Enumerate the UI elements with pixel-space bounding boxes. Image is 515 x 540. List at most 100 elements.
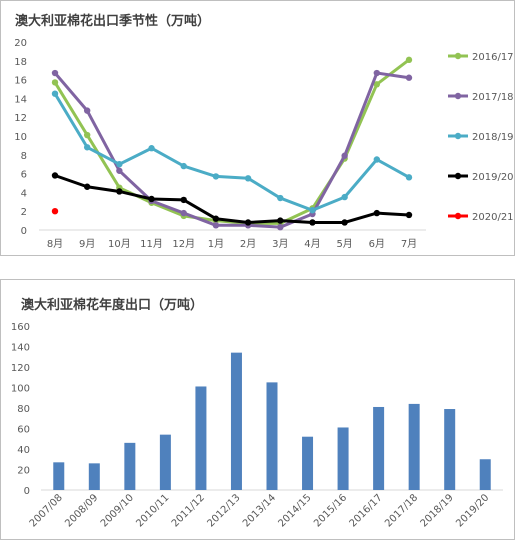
x-tick-label: 2月 [240,238,256,250]
series-point-2019-20 [83,183,91,190]
series-point-2017-18 [51,69,59,77]
x-tick-label: 2010/11 [134,492,171,529]
bar-2012-13 [230,352,242,490]
y-tick-label: 100 [11,384,30,395]
bar-2015-16 [337,427,349,490]
series-point-2016-17 [83,131,91,139]
bar-2007-08 [53,462,65,490]
series-point-2017-18 [373,69,381,77]
series-point-2019-20 [180,196,187,204]
y-tick-label: 60 [17,425,30,436]
series-point-2018-19 [309,207,316,214]
series-point-2018-19 [212,173,220,180]
y-tick-label: 120 [11,363,30,374]
x-tick-label: 2007/08 [28,492,65,529]
series-point-2018-19 [341,193,348,201]
series-point-2019-20 [373,209,381,217]
bar-2014-15 [302,436,314,490]
x-tick-label: 5月 [336,238,352,250]
y-tick-label: 16 [14,76,27,87]
series-point-2017-18 [180,209,187,217]
series-point-2019-20 [341,219,348,226]
x-tick-label: 10月 [108,238,131,250]
series-line-2018-19 [53,92,410,212]
y-tick-label: 8 [21,151,27,162]
x-tick-label: 2012/13 [205,492,242,529]
series-point-2018-19 [51,90,59,97]
series-point-2018-19 [373,156,381,163]
x-tick-label: 6月 [369,238,385,250]
x-tick-label: 9月 [79,238,95,250]
y-tick-label: 140 [11,343,30,354]
legend-marker-2020-21 [454,212,462,220]
seasonality-chart-panel: 澳大利亚棉花出口季节性（万吨） 0 2 4 6 8 10 12 14 16 18 20 8月 9月 10月… [0,0,515,256]
x-tick-label: 1月 [208,238,224,250]
x-tick-label: 4月 [304,238,320,250]
series-point-2019-20 [405,211,413,219]
y-tick-label: 0 [21,226,27,237]
series-point-2019-20 [277,217,284,224]
series-point-2019-20 [51,172,59,179]
bar-2016-17 [373,406,385,490]
bar-2008-09 [88,463,100,490]
legend-label-2020-21: 2020/21 [472,212,514,223]
y-tick-label: 40 [17,445,30,456]
bar-2017-18 [408,403,420,490]
series-point-2018-19 [148,145,155,152]
series-point-2020-21 [51,208,59,215]
bar-2011-12 [195,386,207,490]
x-tick-label: 2013/14 [241,492,278,529]
x-tick-label: 11月 [140,238,163,250]
series-point-2016-17 [373,81,381,88]
y-tick-label: 12 [14,113,27,124]
series-point-2018-19 [277,194,284,202]
series-point-2019-20 [212,215,220,222]
x-tick-label: 2008/09 [63,492,100,529]
legend-label-2017-18: 2017/18 [472,92,514,103]
x-tick-label: 2014/15 [277,492,314,529]
series-point-2017-18 [212,222,220,229]
series-point-2018-19 [116,161,123,168]
legend-label-2019-20: 2019/20 [472,172,514,183]
y-tick-label: 2 [21,207,27,218]
y-tick-label: 160 [11,322,30,333]
series-line-2016-17 [53,58,410,225]
y-tick-label: 0 [24,486,30,497]
series-line-2017-18 [53,71,410,229]
x-tick-label: 8月 [47,238,63,250]
seasonality-chart-title: 澳大利亚棉花出口季节性（万吨） [15,14,211,29]
legend-marker-2017-18 [454,92,462,100]
x-tick-label: 2018/19 [419,492,456,529]
series-line-2019-20 [54,174,410,224]
x-tick-label: 12月 [172,238,195,250]
legend-marker-2018-19 [454,132,462,140]
y-tick-label: 10 [14,132,27,143]
series-point-2017-18 [116,167,123,174]
series-point-2019-20 [244,219,252,226]
x-tick-label: 2019/20 [454,492,491,529]
x-tick-label: 2009/10 [99,492,136,529]
annual-export-bar-chart: 0 20 40 60 80 100 120 140 160 2007/082008/092009/… [11,322,503,529]
x-tick-label: 2015/16 [312,492,349,529]
x-tick-label: 3月 [272,238,288,250]
series-point-2016-17 [51,79,59,86]
legend-label-2016-17: 2016/17 [472,52,514,63]
y-tick-label: 80 [17,404,30,415]
x-tick-label: 2016/17 [348,492,385,529]
bar-2013-14 [266,382,278,490]
bar-2010-11 [159,434,171,490]
series-point-2019-20 [309,219,316,226]
annual-export-chart-panel: 澳大利亚棉花年度出口（万吨） 0 20 40 60 80 100 120 140 160 2007… [0,279,515,540]
series-point-2017-18 [83,107,91,114]
y-tick-label: 18 [14,57,27,68]
series-point-2018-19 [405,174,413,181]
bar-2019-20 [479,459,491,490]
series-point-2017-18 [341,152,348,159]
series-point-2018-19 [244,175,252,182]
series-point-2017-18 [277,223,284,231]
y-tick-label: 20 [17,466,30,477]
y-tick-label: 14 [14,94,27,105]
annual-export-chart-title: 澳大利亚棉花年度出口（万吨） [21,298,204,313]
y-tick-label: 4 [21,188,27,199]
y-tick-label: 20 [14,38,27,49]
